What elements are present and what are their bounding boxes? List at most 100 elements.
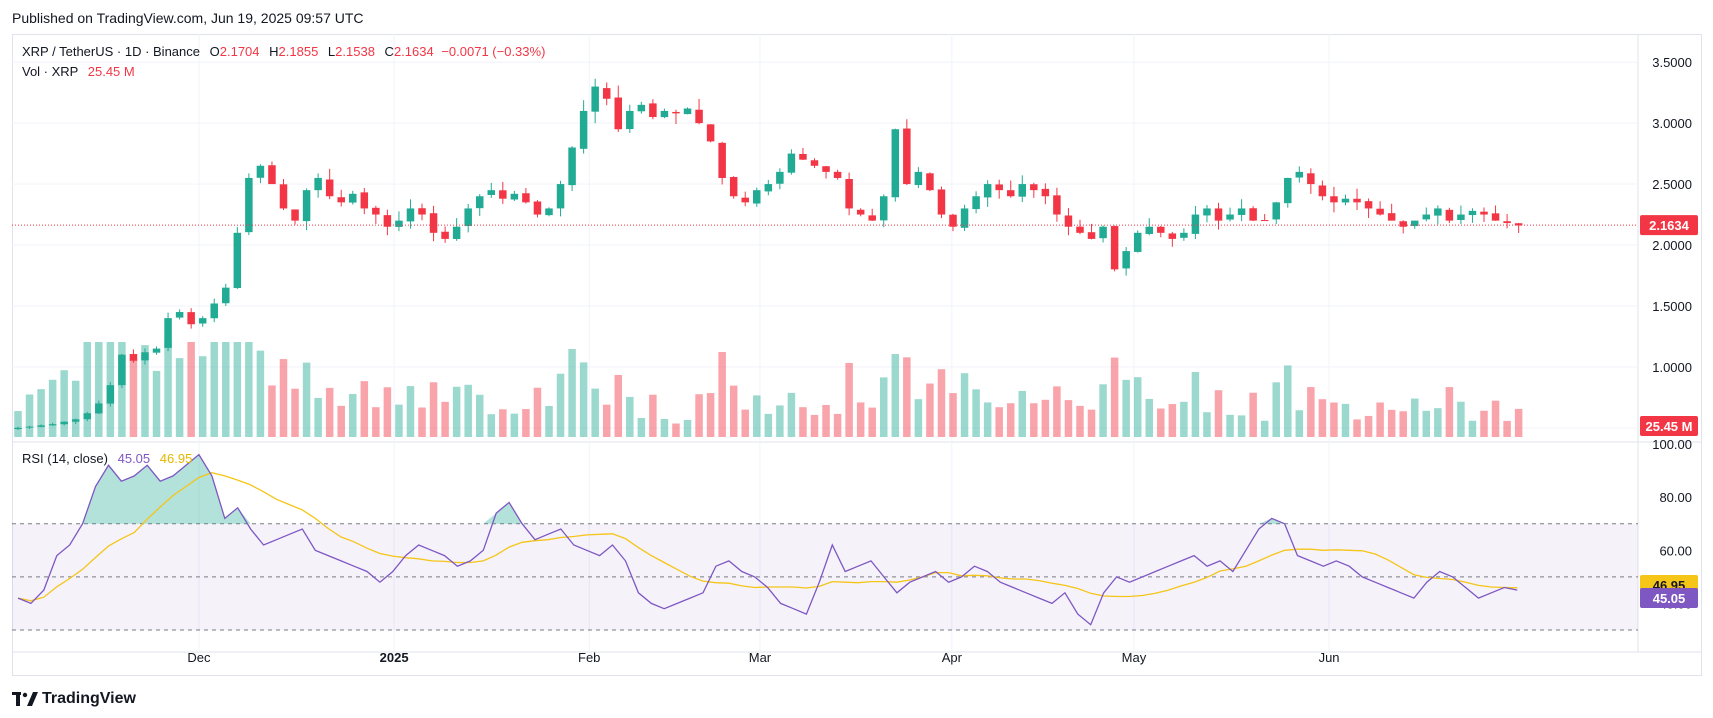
candle-body [1145,226,1154,234]
candle-body [1272,202,1280,220]
volume-bar [464,384,472,437]
volume-bar [383,387,392,437]
low-value: 2.1538 [335,44,375,59]
volume-bar [799,407,807,437]
candle-body [1076,226,1084,233]
time-tick-label: Mar [749,650,772,665]
rsi-label[interactable]: RSI (14, close) [22,451,108,466]
volume-bar [1307,387,1315,437]
volume-bar [487,414,496,437]
candle-body [753,190,761,204]
candle-body [833,171,842,178]
volume-bar [1087,409,1096,437]
candle-body [1064,215,1073,227]
rsi-overbought-fill [18,454,1518,524]
volume-bar [1018,390,1027,437]
candle-body [1491,213,1500,221]
time-tick-label: Dec [187,650,211,665]
candle-body [245,177,253,233]
candle-body [1237,208,1246,215]
candle-body [683,108,692,115]
change-value: −0.0071 (−0.33%) [441,44,546,59]
candle-body [672,111,680,114]
price-tick-label: 1.0000 [1652,360,1692,375]
volume-bar [856,402,865,437]
candle-body [1434,208,1442,216]
volume-bar [1260,420,1269,437]
volume-bar [1376,402,1384,437]
candle-body [695,109,703,124]
high-value: 2.1855 [278,44,319,59]
candle-body [637,104,646,112]
volume-bar [960,373,969,437]
price-tick-label: 2.0000 [1652,238,1692,253]
candle-body [314,177,322,191]
open-label: O [209,44,220,59]
volume-bar [568,349,576,437]
volume-bar [614,375,623,437]
candle-body [1514,223,1523,226]
time-tick-label: 2025 [380,650,409,665]
candle-body [83,413,92,420]
candle-body [1387,213,1396,221]
volume-bar [83,342,92,437]
volume-bar [822,404,830,437]
volume-bar [1284,365,1292,437]
volume-bar [1041,399,1050,437]
volume-bar [279,359,288,437]
candle-body [533,201,542,215]
published-caption: Published on TradingView.com, Jun 19, 20… [12,10,364,26]
symbol-label[interactable]: XRP / TetherUS · 1D · Binance [22,44,200,59]
candle-body [118,354,126,386]
volume-bar [164,342,172,437]
volume-bar [695,394,703,437]
rsi-value: 45.05 [117,451,151,466]
volume-bar [1318,399,1327,437]
volume-bar [60,370,68,437]
high-label: H [269,44,279,59]
volume-bar [129,359,138,437]
volume-bar [637,417,646,437]
volume-label[interactable]: Vol · XRP [22,64,79,79]
candle-body [337,197,345,203]
price-tick-label: 2.5000 [1652,177,1692,192]
volume-bar [1468,420,1477,437]
volume-bar [1491,400,1500,437]
volume-bar [1434,408,1442,437]
volume-bar [776,405,784,437]
volume-bar [868,407,876,437]
candle-body [1249,208,1257,221]
volume-bar [533,387,542,437]
candle-body [418,208,426,215]
volume-bar [1226,414,1234,437]
volume-bar [545,405,553,437]
candle-body [729,177,738,197]
candle-body [799,153,807,160]
candle-body [1168,233,1177,239]
candle-body [60,421,68,425]
volume-bar [672,423,680,437]
rsi-ma-value: 46.95 [159,451,193,466]
volume-bar [602,404,611,437]
volume-bar [175,358,184,437]
volume-bar [880,377,888,437]
candle-body [441,231,449,239]
candle-body [1110,226,1119,270]
candle-body [349,193,357,203]
candle-body [372,207,380,215]
tradingview-footer[interactable]: TradingView [12,690,136,708]
candle-body [1468,210,1477,216]
volume-bar [1157,408,1165,437]
volume-bar [95,342,103,437]
candle-body [776,171,784,184]
candle-body [891,129,900,198]
volume-bar [349,393,357,437]
candle-body [233,232,242,289]
candle-body [903,128,911,185]
candle-body [914,171,923,186]
candle-body [1122,251,1130,269]
volume-bar [1422,410,1431,437]
volume-legend: Vol · XRP 25.45 M [22,64,135,79]
volume-bar [1030,403,1038,437]
